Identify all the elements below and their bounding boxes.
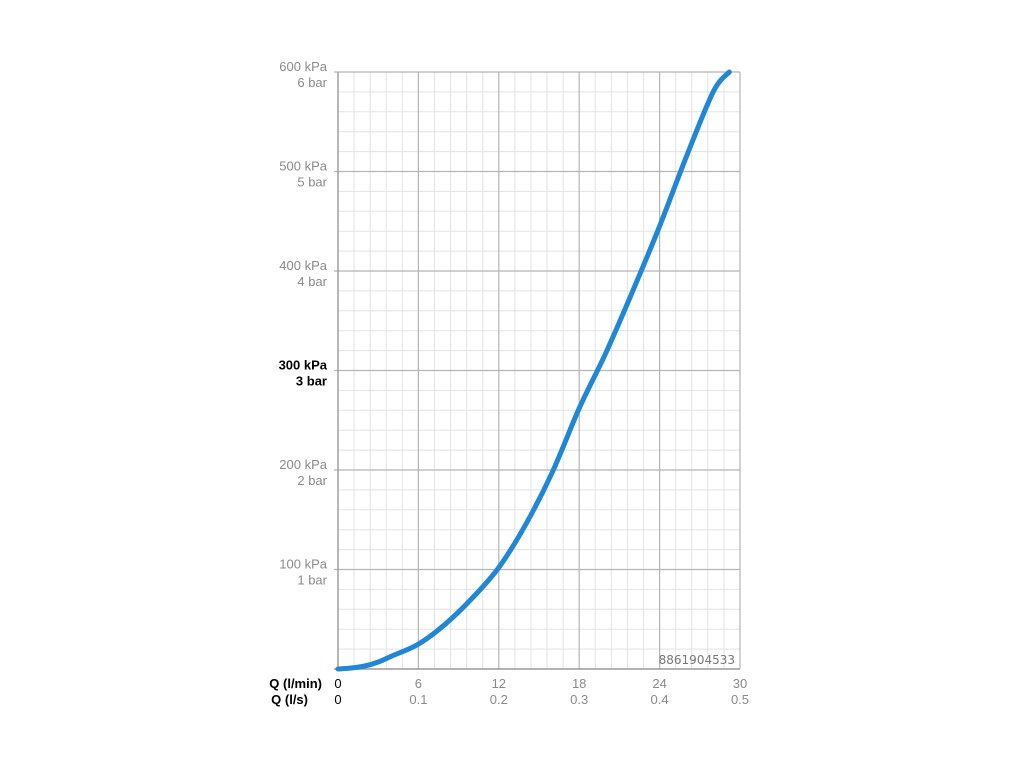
- y-tick-label-bar: 4 bar: [297, 274, 327, 289]
- y-tick-label-bar: 2 bar: [297, 473, 327, 488]
- x-tick-label-ls: 0: [334, 692, 341, 707]
- y-tick-label-kpa: 300 kPa: [279, 358, 328, 373]
- y-tick-label-bar: 1 bar: [297, 573, 327, 588]
- x-tick-label-lmin: 0: [334, 676, 341, 691]
- y-tick-label-kpa: 200 kPa: [279, 457, 327, 472]
- product-code-label: 8861904533: [659, 653, 735, 667]
- x-tick-label-lmin: 24: [652, 676, 666, 691]
- y-tick-label-kpa: 600 kPa: [279, 59, 327, 74]
- x-axis-label-ls: Q (l/s): [271, 692, 308, 707]
- x-tick-label-ls: 0.2: [490, 692, 508, 707]
- axes: [334, 72, 740, 670]
- x-axis-label-lmin: Q (l/min): [269, 676, 322, 691]
- major-grid: [334, 71, 741, 669]
- x-tick-label-lmin: 30: [733, 676, 747, 691]
- y-tick-label-bar: 6 bar: [297, 75, 327, 90]
- y-tick-label-kpa: 100 kPa: [279, 557, 327, 572]
- x-tick-label-lmin: 6: [415, 676, 422, 691]
- x-tick-label-ls: 0.1: [409, 692, 427, 707]
- x-tick-label-ls: 0.4: [651, 692, 669, 707]
- y-tick-label-kpa: 400 kPa: [279, 258, 327, 273]
- x-tick-label-lmin: 18: [572, 676, 586, 691]
- pressure-loss-curve: [335, 69, 732, 672]
- x-tick-label-lmin: 12: [492, 676, 506, 691]
- y-tick-label-bar: 3 bar: [296, 374, 327, 389]
- x-tick-label-ls: 0.5: [731, 692, 749, 707]
- y-tick-label-bar: 5 bar: [297, 175, 327, 190]
- x-axis-tick-labels: 00 60.1 120.2 180.3 240.4 300.5: [334, 676, 749, 707]
- x-tick-label-ls: 0.3: [570, 692, 588, 707]
- y-tick-label-kpa: 500 kPa: [279, 159, 327, 174]
